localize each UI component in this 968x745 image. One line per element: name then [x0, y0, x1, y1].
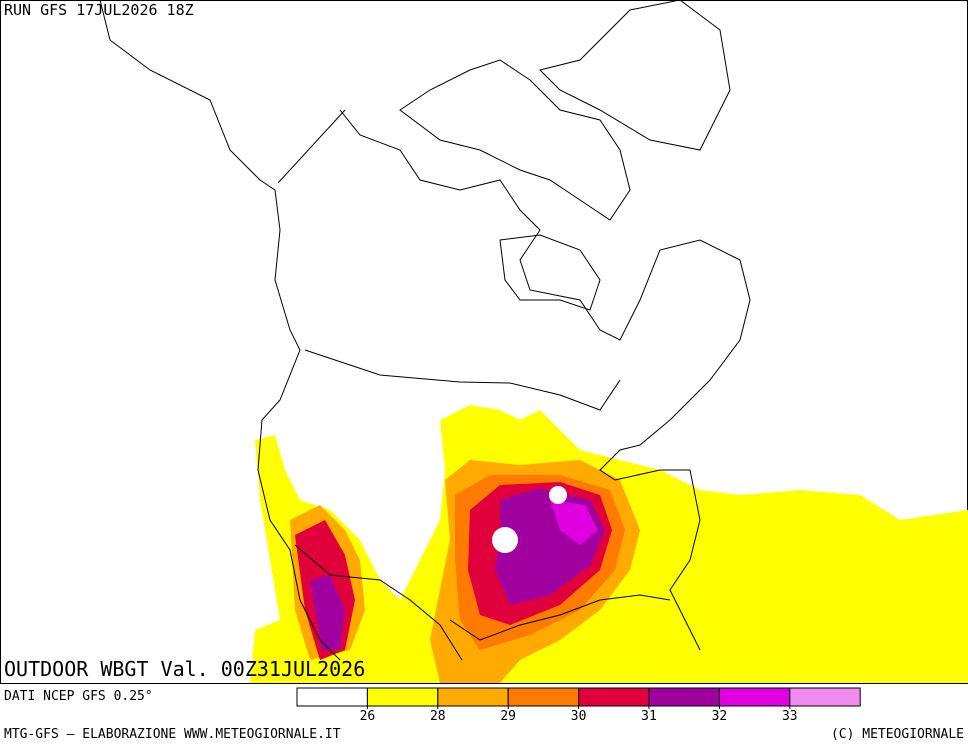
cool-spot [492, 527, 518, 553]
map-title: OUTDOOR WBGT Val. 00Z31JUL2026 [4, 657, 365, 681]
wbgt-field [250, 405, 968, 683]
legend-swatch [296, 687, 368, 707]
legend-swatch [718, 687, 791, 707]
legend-tick-label: 28 [430, 709, 446, 724]
credit-label: MTG-GFS — ELABORAZIONE WWW.METEOGIORNALE… [4, 727, 341, 742]
legend: 26 28 29 30 31 32 33 [296, 687, 861, 724]
legend-swatch [578, 687, 650, 707]
legend-tick-label: 29 [500, 709, 516, 724]
run-label: RUN GFS 17JUL2026 18Z [4, 1, 194, 19]
zone-31-32 [310, 575, 345, 650]
legend-swatch [437, 687, 509, 707]
legend-swatch [366, 687, 439, 707]
cool-spot [549, 486, 567, 504]
legend-swatch [789, 687, 861, 707]
map: RUN GFS 17JUL2026 18Z OUTDOOR WBGT Val. … [0, 0, 968, 684]
source-label: DATI NCEP GFS 0.25° [4, 689, 153, 704]
pacific-coast [99, 0, 341, 661]
legend-tick-label: 26 [360, 709, 376, 724]
border [294, 544, 463, 661]
legend-swatch [648, 687, 720, 707]
arctic-islands [399, 59, 631, 221]
legend-tick-label: 32 [712, 709, 728, 724]
gulf-coast [449, 594, 671, 641]
legend-swatch [507, 687, 580, 707]
copyright-label: (C) METEOGIORNALE [831, 727, 964, 742]
border [277, 109, 621, 411]
hudson-bay [499, 234, 601, 311]
atlantic-coast [339, 109, 751, 651]
legend-tick-label: 31 [641, 709, 657, 724]
zone-32-33 [550, 500, 598, 545]
legend-tick-label: 33 [782, 709, 798, 724]
coastlines [99, 0, 751, 661]
legend-tick-label: 30 [571, 709, 587, 724]
greenland [539, 0, 731, 151]
